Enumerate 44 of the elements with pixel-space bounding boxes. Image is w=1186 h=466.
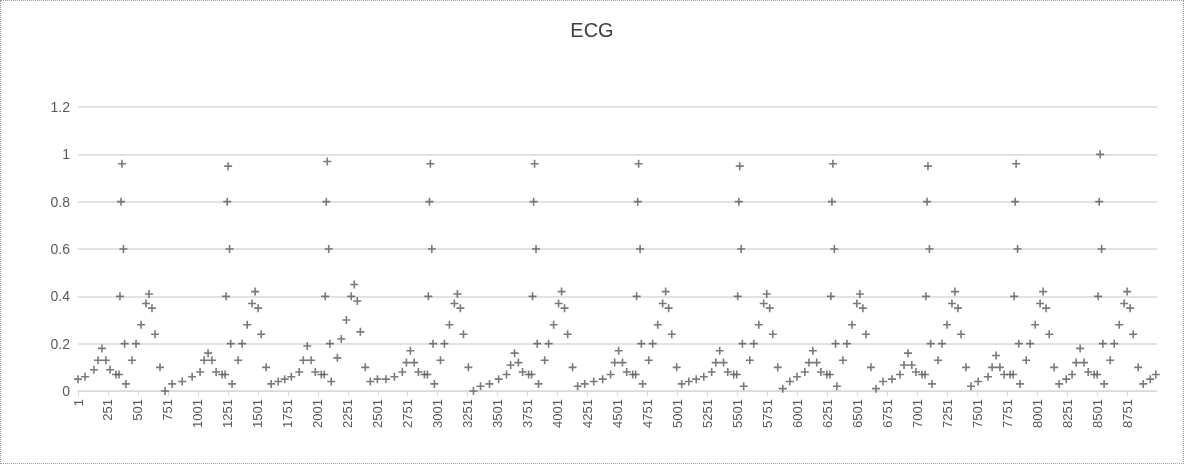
chart-title: ECG: [570, 19, 614, 41]
x-tick-label: 3001: [430, 399, 446, 428]
x-tick-label: 2251: [340, 399, 356, 428]
x-tick-label: 8751: [1119, 399, 1135, 428]
x-tick-label: 751: [160, 399, 176, 421]
x-tick-label: 5501: [729, 399, 745, 428]
y-tick-label: 0.8: [50, 193, 71, 210]
x-tick-label: 4751: [640, 399, 656, 428]
y-tick-label: 0.2: [50, 335, 71, 352]
x-tick-label: 1251: [220, 399, 236, 428]
x-tick-label: 4001: [550, 399, 566, 428]
x-tick-label: 3501: [490, 399, 506, 428]
x-tick-label: 5251: [699, 399, 715, 428]
x-tick-label: 7001: [909, 399, 925, 428]
x-tick-label: 4251: [580, 399, 596, 428]
x-tick-label: 2001: [310, 399, 326, 428]
y-tick-label: 1.2: [50, 99, 71, 115]
x-tick-label: 2751: [400, 399, 416, 428]
x-tick-label: 6501: [849, 399, 865, 428]
x-tick-label: 6001: [789, 399, 805, 428]
x-tick-label: 8251: [1059, 399, 1075, 428]
x-tick-label: 251: [100, 399, 116, 421]
y-tick-label: 0.4: [50, 288, 71, 305]
x-tick-label: 7501: [969, 399, 985, 428]
x-tick-label: 1501: [250, 399, 266, 428]
y-tick-label: 0: [62, 383, 71, 399]
x-tick-label: 501: [130, 399, 146, 421]
x-tick-label: 1751: [280, 399, 296, 428]
x-tick-label: 7251: [939, 399, 955, 428]
x-tick-label: 4501: [610, 399, 626, 428]
x-tick-label: 3251: [460, 399, 476, 428]
x-tick-label: 5751: [759, 399, 775, 428]
x-tick-label: 5001: [670, 399, 686, 428]
x-tick-label: 2501: [370, 399, 386, 428]
y-tick-label: 1: [62, 146, 71, 163]
x-tick-label: 8501: [1089, 399, 1105, 428]
x-tick-label: 7751: [999, 399, 1015, 428]
x-tick-label: 6751: [879, 399, 895, 428]
y-tick-label: 0.6: [50, 241, 71, 257]
x-tick-label: 1: [70, 399, 86, 407]
x-tick-label: 1001: [190, 399, 206, 428]
x-tick-label: 6251: [819, 399, 835, 428]
x-tick-label: 8001: [1029, 399, 1045, 428]
x-tick-label: 3751: [520, 399, 536, 428]
